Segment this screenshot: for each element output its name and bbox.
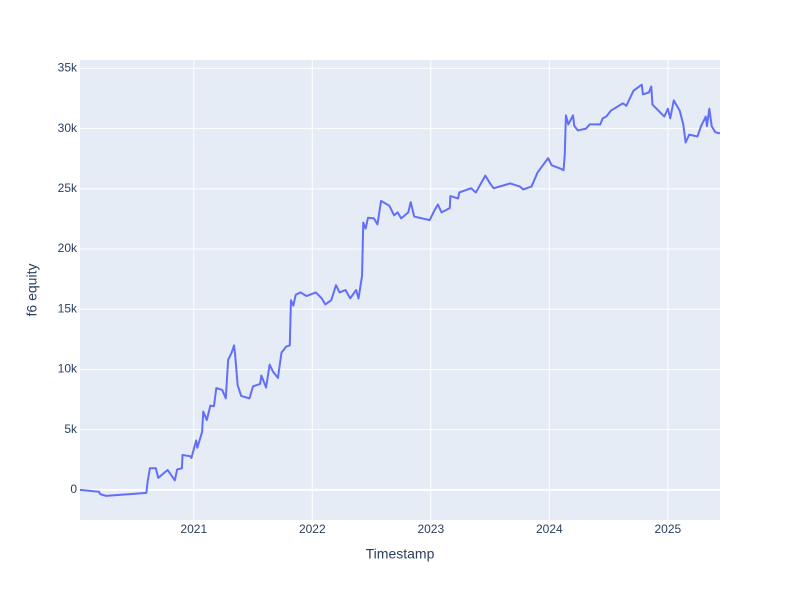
x-tick-label: 2023 [417,522,444,536]
x-tick-label: 2025 [655,522,682,536]
y-axis-title: f6 equity [24,264,40,317]
y-tick-label: 35k [58,61,78,75]
y-tick-label: 25k [58,181,78,195]
x-tick-label: 2024 [536,522,563,536]
y-tick-label: 30k [58,121,78,135]
y-tick-label: 10k [58,362,78,376]
y-tick-label: 20k [58,241,78,255]
equity-line [79,83,721,497]
y-tick-label: 15k [58,301,78,315]
x-axis-title: Timestamp [366,546,435,562]
plot-area [80,60,720,520]
y-tick-label: 5k [64,422,78,436]
x-tick-label: 2021 [180,522,207,536]
y-tick-label: 0 [70,482,77,496]
x-tick-label: 2022 [299,522,326,536]
